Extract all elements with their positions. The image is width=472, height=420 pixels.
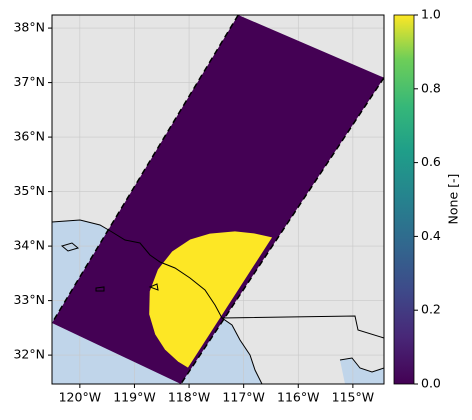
x-tick-label: 116°W: [277, 390, 319, 405]
coastline: [52, 219, 263, 384]
y-tick-label: 36°N: [13, 129, 45, 144]
map-layers: [52, 15, 384, 384]
x-tick-label: 117°W: [222, 390, 264, 405]
island: [60, 242, 80, 252]
gulf: [340, 358, 384, 384]
colorbar-tick-label: 0.4: [421, 228, 441, 243]
y-tick-label: 35°N: [13, 183, 45, 198]
swath-edge: [180, 77, 384, 384]
colorbar-tick-label: 0.2: [421, 302, 441, 317]
colorbar-label: None [-]: [446, 174, 461, 225]
colorbar: [393, 14, 415, 385]
island: [148, 283, 159, 291]
island: [95, 286, 105, 292]
y-tick-label: 37°N: [13, 74, 45, 89]
colorbar-tick-label: 0.8: [421, 80, 441, 95]
x-tick-label: 118°W: [168, 390, 210, 405]
colorbar-tick-label: 0.0: [421, 376, 441, 391]
border: [221, 315, 384, 339]
x-tick-label: 119°W: [113, 390, 155, 405]
colorbar-tick-label: 0.6: [421, 154, 441, 169]
region: [52, 15, 384, 384]
regions: [52, 15, 384, 384]
x-tick-label: 115°W: [332, 390, 374, 405]
region: [149, 231, 273, 368]
coastlines: [52, 219, 384, 384]
coastline: [339, 357, 384, 373]
labels: 120°W 119°W 118°W 117°W 116°W 115°W 32°N 33°N 34…: [13, 7, 440, 405]
colorbar-tick-label: 1.0: [421, 7, 441, 22]
y-tick-label: 33°N: [13, 292, 45, 307]
x-tick-label: 120°W: [59, 390, 101, 405]
y-tick-label: 34°N: [13, 238, 45, 253]
y-tick-label: 32°N: [13, 347, 45, 362]
y-tick-label: 38°N: [13, 20, 45, 35]
axes-frame: [51, 14, 385, 385]
